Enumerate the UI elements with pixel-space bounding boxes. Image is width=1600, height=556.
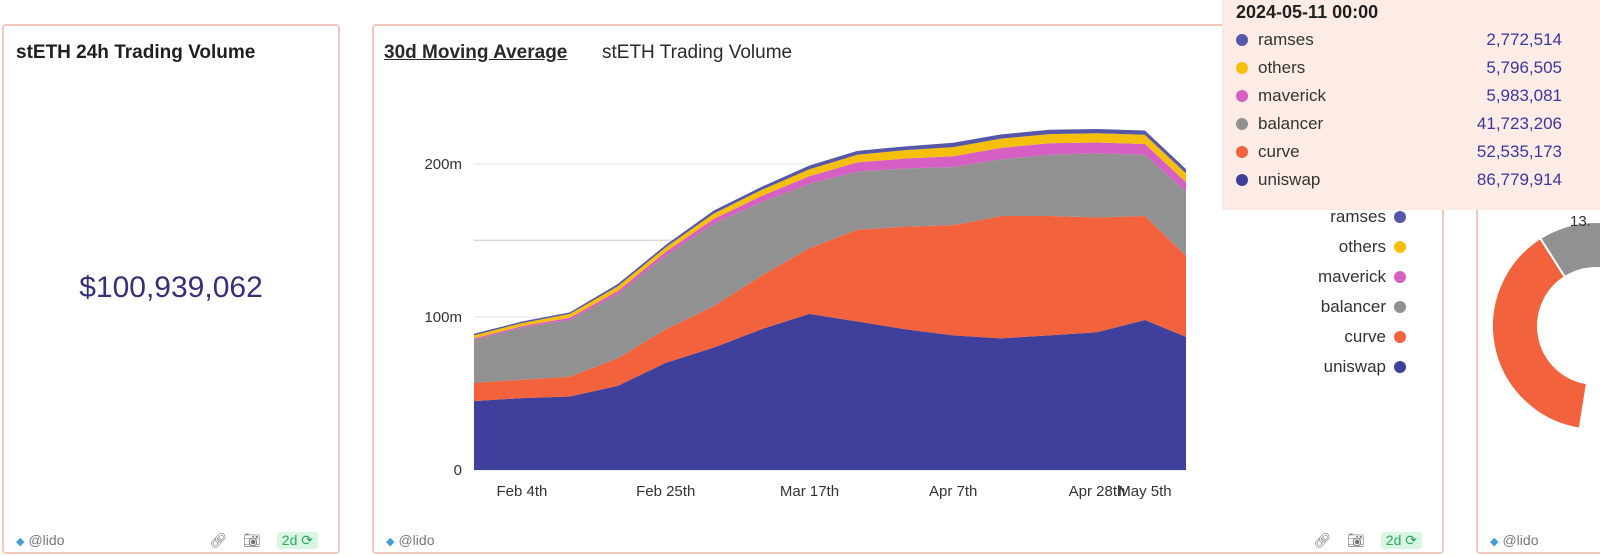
tooltip-series-value: 41,723,206 [1476, 114, 1562, 133]
donut-chart: 13. [1491, 213, 1600, 430]
tooltip-swatch [1236, 90, 1248, 102]
tooltip-swatch [1236, 174, 1248, 186]
legend-label: others [1338, 237, 1386, 256]
tooltip-series-name: maverick [1258, 86, 1327, 105]
legend-label: maverick [1317, 267, 1386, 286]
x-tick-label: Apr 7th [929, 483, 977, 500]
y-tick-label: 200m [424, 156, 462, 173]
legend-swatch [1394, 301, 1406, 313]
freshness-badge-label: 2d [1385, 532, 1402, 548]
tooltip-series-value: 5,983,081 [1486, 86, 1562, 105]
panel-title: stETH 24h Trading Volume [16, 42, 256, 63]
author-link[interactable]: ◆ @lido [1490, 532, 1538, 548]
donut-slice-balancer[interactable] [1538, 221, 1600, 279]
author-dot-icon: ◆ [16, 536, 25, 548]
legend-label: curve [1344, 327, 1386, 346]
tooltip-series-value: 86,779,914 [1476, 170, 1562, 189]
x-tick-label: Apr 28th [1069, 483, 1126, 500]
tooltip-series-value: 2,772,514 [1486, 30, 1562, 49]
author-link[interactable]: ◆ @lido [386, 532, 434, 548]
tooltip-series-value: 5,796,505 [1486, 58, 1562, 77]
tooltip-series-name: balancer [1258, 114, 1324, 133]
volume-value: $100,939,062 [79, 271, 263, 304]
tab-trading-volume[interactable]: stETH Trading Volume [602, 42, 793, 63]
tooltip-rows: ramses 2,772,514 others 5,796,505 maverick 5,… [1236, 26, 1600, 194]
tooltip-series-value: 52,535,173 [1476, 142, 1562, 161]
tooltip-row-uniswap: uniswap 86,779,914 [1236, 166, 1600, 194]
author-name: @lido [1502, 532, 1539, 548]
tooltip-swatch [1236, 146, 1248, 158]
panel-footer: ◆ @lido 🔗︎ 📷︎ 2d ⟳ [374, 532, 1442, 552]
tooltip-series-name: ramses [1258, 30, 1314, 49]
camera-icon[interactable]: 📷︎ [1347, 532, 1365, 548]
legend-item-maverick[interactable]: maverick [1318, 262, 1406, 292]
tooltip-swatch [1236, 118, 1248, 130]
stacked-area-chart: 0 100m 200m Feb 4th Feb 25th Mar 17th Apr 7th A… [424, 129, 1186, 500]
legend-item-uniswap[interactable]: uniswap [1318, 352, 1406, 382]
legend-label: ramses [1330, 207, 1386, 226]
author-link[interactable]: ◆ @lido [16, 532, 64, 548]
x-tick-label: May 5th [1118, 483, 1171, 500]
tooltip-series-name: uniswap [1258, 170, 1321, 189]
donut-slice-label: 13. [1570, 213, 1591, 230]
tooltip-series-name: others [1258, 58, 1306, 77]
freshness-badge[interactable]: 2d ⟳ [1380, 532, 1422, 549]
legend-item-others[interactable]: others [1318, 232, 1406, 262]
x-tick-label: Feb 25th [636, 483, 695, 500]
y-tick-label: 100m [424, 309, 462, 326]
author-dot-icon: ◆ [1490, 536, 1499, 548]
tooltip-row-maverick: maverick 5,983,081 [1236, 82, 1600, 110]
tooltip-row-ramses: ramses 2,772,514 [1236, 26, 1600, 54]
x-tick-label: Mar 17th [780, 483, 839, 500]
tooltip-series-name: curve [1258, 142, 1300, 161]
area-series-curve[interactable] [474, 215, 1186, 402]
author-dot-icon: ◆ [386, 536, 395, 548]
link-icon[interactable]: 🔗︎ [209, 532, 228, 548]
tab-30d-moving-average[interactable]: 30d Moving Average [384, 42, 568, 63]
x-tick-label: Feb 4th [496, 483, 547, 500]
donut-slice-curve[interactable] [1491, 236, 1589, 430]
area-series-uniswap[interactable] [474, 313, 1186, 470]
legend-swatch [1394, 331, 1406, 343]
legend-item-balancer[interactable]: balancer [1318, 292, 1406, 322]
legend-item-curve[interactable]: curve [1318, 322, 1406, 352]
legend-swatch [1394, 271, 1406, 283]
panel-footer: ◆ @lido 🔗︎ 📷︎ 2d ⟳ [4, 532, 338, 552]
area-series-balancer[interactable] [474, 153, 1186, 383]
legend-swatch [1394, 241, 1406, 253]
freshness-badge-label: 2d [281, 532, 298, 548]
tooltip-swatch [1236, 34, 1248, 46]
link-icon[interactable]: 🔗︎ [1313, 532, 1332, 548]
freshness-badge[interactable]: 2d ⟳ [276, 532, 318, 549]
legend-label: uniswap [1323, 357, 1386, 376]
legend-swatch [1394, 211, 1406, 223]
legend-item-ramses[interactable]: ramses [1318, 202, 1406, 232]
legend-label: balancer [1320, 297, 1386, 316]
chart-legend: ramses others maverick balancer curve uniswap [1318, 202, 1406, 382]
panel-footer: ◆ @lido [1478, 532, 1600, 552]
tooltip-row-curve: curve 52,535,173 [1236, 138, 1600, 166]
tooltip-row-others: others 5,796,505 [1236, 54, 1600, 82]
y-tick-label: 0 [454, 462, 462, 479]
tooltip-title: 2024-05-11 00:00 [1236, 2, 1379, 22]
tooltip-row-balancer: balancer 41,723,206 [1236, 110, 1600, 138]
camera-icon[interactable]: 📷︎ [243, 532, 261, 548]
author-name: @lido [28, 532, 65, 548]
footer-actions: 🔗︎ 📷︎ 2d ⟳ [209, 532, 318, 549]
legend-swatch [1394, 361, 1406, 373]
author-name: @lido [398, 532, 435, 548]
footer-actions: 🔗︎ 📷︎ 2d ⟳ [1313, 532, 1422, 549]
tooltip-swatch [1236, 62, 1248, 74]
chart-tooltip: 2024-05-11 00:00 ramses 2,772,514 others 5,… [1222, 0, 1600, 210]
volume-counter-panel: stETH 24h Trading Volume $100,939,062 ◆ @… [2, 24, 340, 554]
